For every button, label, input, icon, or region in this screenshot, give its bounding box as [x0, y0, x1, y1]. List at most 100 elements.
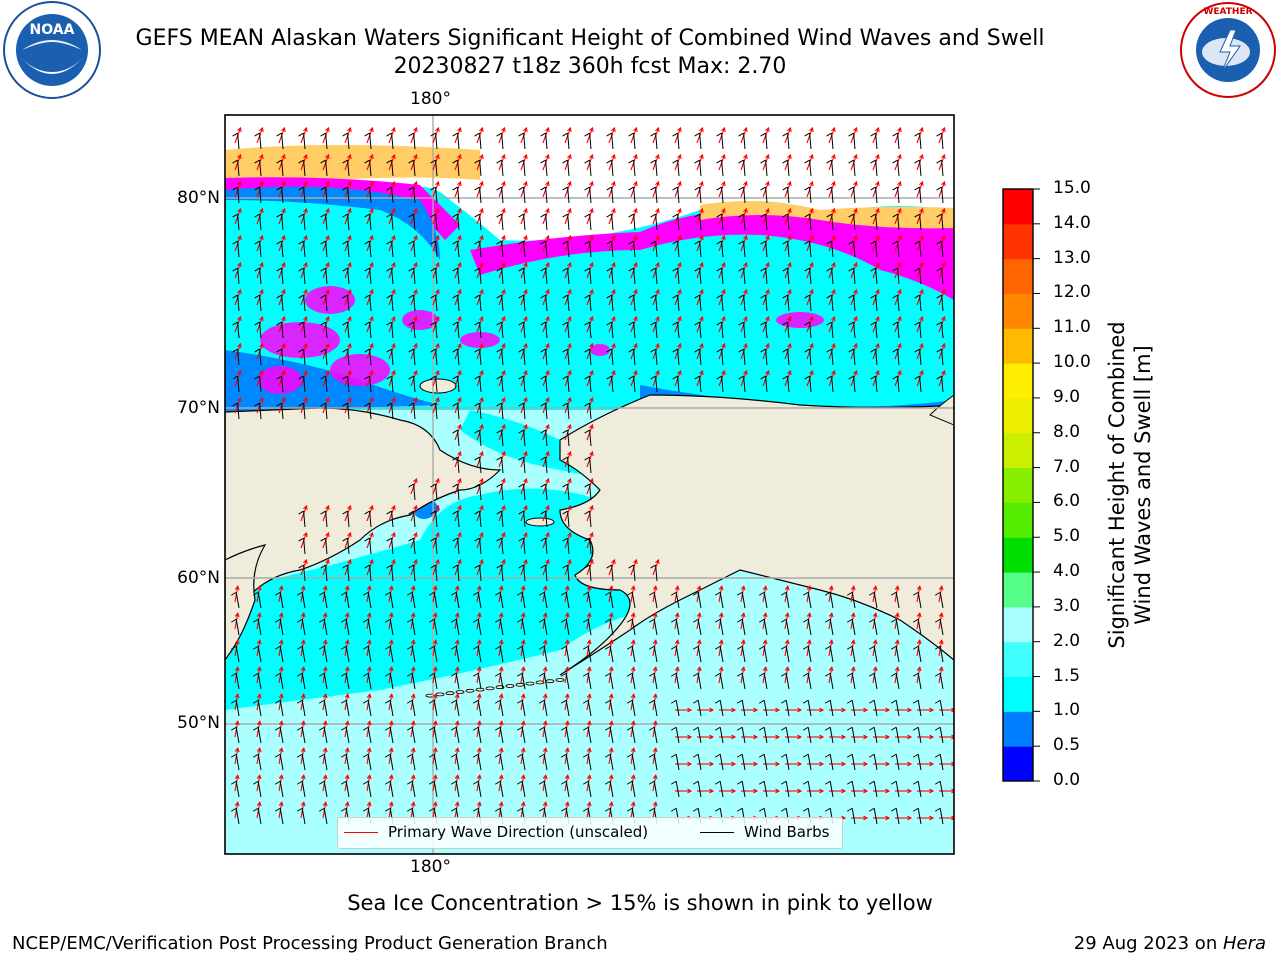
wave-arrowhead-129	[897, 207, 902, 214]
wave-arrowhead-293	[875, 342, 880, 349]
wave-arrowhead-0	[237, 126, 242, 133]
wind-barb-flag-118	[650, 213, 656, 218]
lon-label-top: 180°	[410, 89, 451, 109]
wave-arrowhead-614	[674, 612, 680, 618]
wind-barb-flag-825	[230, 807, 237, 812]
wind-barb-561	[235, 592, 240, 609]
wind-barb-238	[391, 322, 394, 339]
wind-barb-flag-305	[408, 375, 414, 380]
wave-arrowhead-854	[885, 815, 891, 821]
wind-barb-flag-764	[340, 753, 347, 758]
wave-arrowhead-20	[677, 126, 682, 133]
wind-barb-flag-857	[934, 807, 941, 812]
wind-barb-374	[479, 430, 482, 447]
wind-barb-flag-621	[824, 618, 831, 623]
wind-barb-flag-721	[846, 699, 853, 704]
wind-barb-flag-101	[276, 213, 282, 218]
wind-barb-flag-333	[298, 402, 304, 407]
wind-barb-627	[235, 646, 240, 663]
wind-barb-498	[303, 538, 306, 555]
wave-arrowhead-808	[586, 774, 592, 780]
wind-barb-flag-43	[452, 159, 458, 164]
wave-arrowhead-685	[784, 666, 790, 672]
colorbar-tick-label: 3.0	[1053, 595, 1081, 616]
wave-arrowhead-263	[941, 315, 946, 322]
wave-arrowhead-536	[413, 558, 418, 565]
wind-barb-641	[543, 646, 548, 663]
wind-barb-465	[303, 511, 306, 528]
wind-barb-653	[807, 646, 812, 663]
chart-title: GEFS MEAN Alaskan Waters Significant Hei…	[135, 26, 1045, 51]
wave-arrowhead-791	[951, 761, 954, 767]
wave-arrowhead-617	[740, 612, 746, 618]
wind-barb-174	[435, 268, 438, 285]
wind-barb-flag-578	[604, 591, 611, 596]
wind-barb-153	[699, 241, 702, 258]
wind-barb-313	[589, 376, 592, 393]
wind-barb-flag-249	[628, 321, 634, 326]
wind-barb-flag-599	[340, 618, 347, 623]
wind-barb-310	[523, 376, 526, 393]
wave-arrowhead-99	[237, 207, 242, 214]
wave-arrowhead-818	[819, 788, 825, 794]
wind-barb-564	[301, 592, 306, 609]
wind-barb-181	[589, 268, 592, 285]
wind-barb-589	[851, 592, 856, 609]
wind-barb-flag-709	[582, 699, 589, 704]
wind-barb-flag-140	[408, 240, 414, 245]
wind-barb-flag-244	[518, 321, 524, 326]
wave-arrowhead-252	[699, 315, 704, 322]
wave-arrowhead-11	[479, 126, 484, 133]
wind-barb-62	[875, 160, 878, 177]
wind-barb-flag-581	[670, 591, 677, 596]
wind-barb-152	[677, 241, 680, 258]
wind-barb-585	[763, 592, 768, 609]
ice-patch-1	[305, 286, 355, 314]
wave-arrowhead-562	[256, 585, 262, 591]
wind-barb-flag-848	[736, 807, 743, 812]
wind-barb-flag-269	[342, 348, 348, 353]
wave-arrowhead-659	[938, 639, 944, 645]
wind-barb-684	[763, 673, 768, 690]
wind-barb-flag-724	[912, 699, 919, 704]
wind-barb-781	[719, 754, 724, 771]
map-frame	[224, 114, 955, 855]
wave-arrowhead-282	[633, 342, 638, 349]
wave-arrowhead-639	[498, 639, 504, 645]
wave-arrowhead-261	[897, 315, 902, 322]
wind-barb-607	[521, 619, 526, 636]
wind-barb-flag-217	[650, 294, 656, 299]
wind-barb-flag-81	[562, 186, 568, 191]
wind-barb-flag-105	[364, 213, 370, 218]
wind-barb-533	[347, 565, 350, 582]
wave-arrowhead-756	[907, 734, 913, 740]
wind-barb-flag-346	[584, 402, 590, 407]
wind-barb-flag-11	[474, 132, 480, 137]
wind-barb-flag-587	[802, 591, 809, 596]
wave-arrowhead-440	[479, 477, 484, 484]
wind-barb-474	[501, 511, 504, 528]
wind-barb-776	[609, 754, 614, 771]
wind-barb-470	[413, 511, 416, 528]
wind-barb-flag-475	[518, 510, 524, 515]
wind-barb-flag-296	[936, 348, 942, 353]
wind-barb-69	[303, 187, 306, 204]
wave-arrowhead-138	[369, 234, 374, 241]
wind-barb-flag-838	[516, 807, 523, 812]
wind-barb-flag-761	[274, 753, 281, 758]
wave-arrowhead-813	[709, 788, 715, 794]
wind-barb-31	[919, 133, 922, 150]
wave-arrowhead-694	[256, 693, 262, 699]
wave-arrowhead-25	[787, 126, 792, 133]
wind-barb-flag-748	[714, 726, 721, 731]
aleutian-island-8	[475, 687, 485, 692]
wave-arrowhead-322	[787, 369, 792, 376]
wind-barb-317	[677, 376, 680, 393]
wind-barb-flag-539	[474, 564, 480, 569]
wave-arrowhead-177	[501, 261, 506, 268]
wave-arrowhead-838	[520, 801, 526, 807]
wave-arrowhead-237	[369, 315, 374, 322]
wind-barb-flag-41	[408, 159, 414, 164]
wind-barb-71	[347, 187, 350, 204]
wind-barb-799	[389, 781, 394, 798]
